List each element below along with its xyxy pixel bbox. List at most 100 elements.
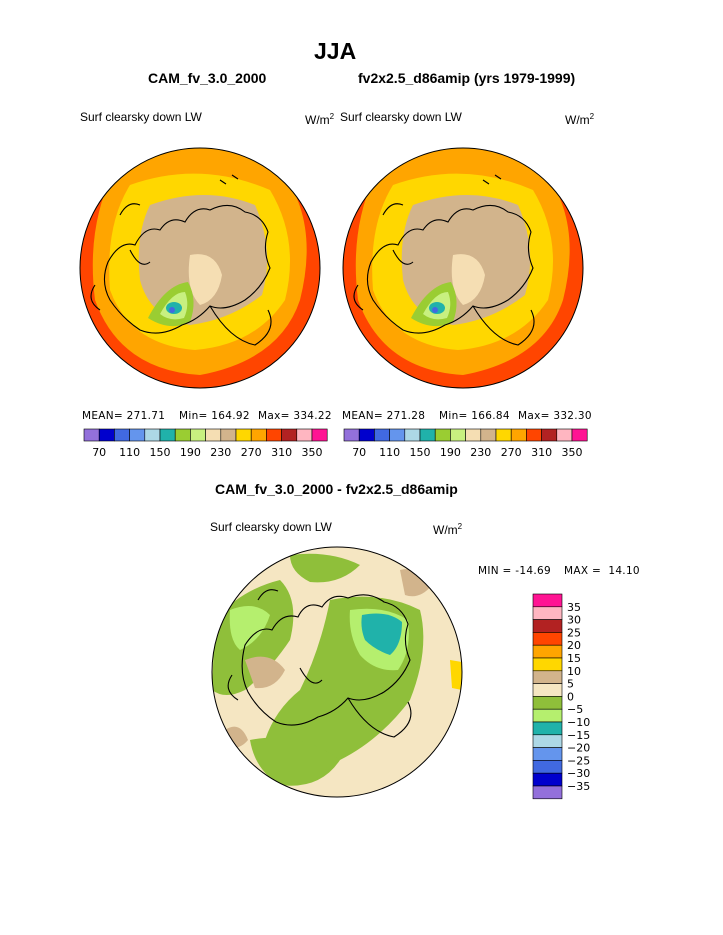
left-colorbar-swatch [83, 428, 100, 442]
left-polar-map [79, 147, 321, 389]
diff-map-band-neg15 [361, 613, 402, 655]
left-colorbar-tick-label: 150 [150, 446, 171, 459]
right-colorbar-swatch [495, 428, 512, 442]
left-colorbar-swatch [296, 428, 313, 442]
left-variable-label: Surf clearsky down LW [80, 110, 202, 124]
right-colorbar-swatch [389, 428, 406, 442]
left-map-band-wheat [188, 254, 222, 305]
diff-map-coastline [227, 589, 412, 738]
right-stat-min: Min= 166.84 [439, 410, 510, 422]
right-colorbar-tick-label: 310 [531, 446, 552, 459]
right-units-label: W/m2 [565, 112, 594, 127]
right-colorbar-tick-label: 110 [379, 446, 400, 459]
diff-colorbar-tick-label: −25 [567, 754, 590, 767]
right-colorbar-swatch [480, 428, 497, 442]
right-map-coastline [353, 174, 535, 346]
diff-colorbar-swatch [532, 772, 563, 787]
left-stat-max: Max= 334.22 [258, 410, 332, 422]
diff-colorbar-tick-label: −20 [567, 742, 590, 755]
left-colorbar-swatch [281, 428, 298, 442]
diff-colorbar-swatch [532, 708, 563, 723]
diff-map-border [211, 546, 463, 798]
right-polar-map [342, 147, 584, 389]
right-stat-mean: MEAN= 271.28 [342, 410, 426, 422]
diff-colorbar-swatch [532, 619, 563, 633]
left-colorbar-swatch [266, 428, 282, 442]
left-colorbar-swatch [235, 428, 252, 442]
diff-colorbar-swatch [532, 593, 563, 608]
diff-colorbar-tick-label: −15 [567, 729, 590, 742]
left-units-exp: 2 [329, 112, 335, 121]
right-variable-label: Surf clearsky down LW [340, 110, 462, 124]
right-colorbar: 70 110 150 190 230 270 310 350 [343, 428, 588, 459]
left-colorbar-swatch [144, 428, 161, 442]
right-colorbar-swatch [419, 428, 436, 442]
right-colorbar-swatch [571, 428, 588, 442]
diff-map-band-pos5-a [245, 656, 285, 689]
right-colorbar-swatch [374, 428, 390, 442]
left-colorbar-tick-label: 70 [92, 446, 106, 459]
right-map-greenland-min [432, 307, 438, 313]
right-panel-title: fv2x2.5_d86amip (yrs 1979-1999) [358, 70, 576, 86]
diff-colorbar-swatch [532, 683, 563, 697]
right-units-exp: 2 [589, 112, 595, 121]
left-map-greenland-min [169, 307, 175, 313]
right-colorbar-swatch [358, 428, 375, 442]
diff-colorbar-swatch [532, 760, 563, 774]
diff-panel-title: CAM_fv_3.0_2000 - fv2x2.5_d86amip [215, 481, 458, 497]
diff-variable-label: Surf clearsky down LW [210, 520, 332, 534]
diff-colorbar-swatch [532, 734, 563, 748]
left-colorbar-swatch [129, 428, 146, 442]
left-colorbar-tick-label: 110 [119, 446, 140, 459]
diff-polar-map [211, 546, 463, 798]
right-map-pink-spot [559, 178, 571, 196]
right-colorbar-swatch [510, 428, 527, 442]
diff-units-exp: 2 [457, 522, 463, 531]
diff-stat-max: MAX = 14.10 [564, 565, 640, 577]
diff-colorbar-swatch [532, 670, 563, 684]
diff-colorbar-swatch [532, 747, 563, 761]
left-colorbar-tick-label: 310 [271, 446, 292, 459]
left-colorbar-swatch [114, 428, 130, 442]
diff-colorbar-swatch [532, 721, 563, 736]
right-colorbar-swatch [541, 428, 558, 442]
left-colorbar-swatch [220, 428, 237, 442]
right-stat-max: Max= 332.30 [518, 410, 592, 422]
diff-units-label: W/m2 [433, 522, 462, 537]
left-colorbar-swatch [311, 428, 328, 442]
diff-colorbar-swatch [532, 785, 563, 800]
diff-colorbar-tick-label: −10 [567, 716, 590, 729]
diff-colorbar-swatch [532, 606, 563, 620]
right-colorbar-swatch [450, 428, 466, 442]
left-units-text: W/m [305, 113, 330, 127]
left-units-label: W/m2 [305, 112, 334, 127]
left-panel-title: CAM_fv_3.0_2000 [148, 70, 267, 86]
left-colorbar-swatch [250, 428, 267, 442]
diff-colorbar-tick-label: 30 [567, 614, 581, 627]
diff-colorbar-tick-label: −35 [567, 780, 590, 793]
right-colorbar-swatch [404, 428, 421, 442]
left-colorbar-swatch [98, 428, 115, 442]
diff-stat-min: MIN = -14.69 [478, 565, 551, 577]
left-colorbar-swatch [205, 428, 222, 442]
right-map-band-wheat [451, 254, 485, 305]
left-colorbar-tick-label: 190 [180, 446, 201, 459]
right-colorbar-swatch [343, 428, 360, 442]
right-colorbar-swatch [526, 428, 542, 442]
right-colorbar-tick-label: 230 [470, 446, 491, 459]
diff-colorbar-tick-label: 25 [567, 626, 581, 639]
right-colorbar-swatch [465, 428, 482, 442]
left-stat-mean: MEAN= 271.71 [82, 410, 166, 422]
diff-colorbar-tick-label: −5 [567, 703, 583, 716]
diff-colorbar-swatch [532, 657, 563, 672]
diff-map-band-neg10-west [229, 606, 270, 650]
diff-colorbar-tick-label: 10 [567, 665, 581, 678]
right-colorbar-tick-label: 190 [440, 446, 461, 459]
left-map-pink-spot [296, 178, 308, 196]
left-map-pink-spot-2 [296, 340, 308, 356]
right-map-border [342, 147, 584, 389]
left-colorbar-tick-label: 350 [302, 446, 323, 459]
right-colorbar-tick-label: 150 [410, 446, 431, 459]
diff-colorbar-swatch [532, 696, 563, 710]
